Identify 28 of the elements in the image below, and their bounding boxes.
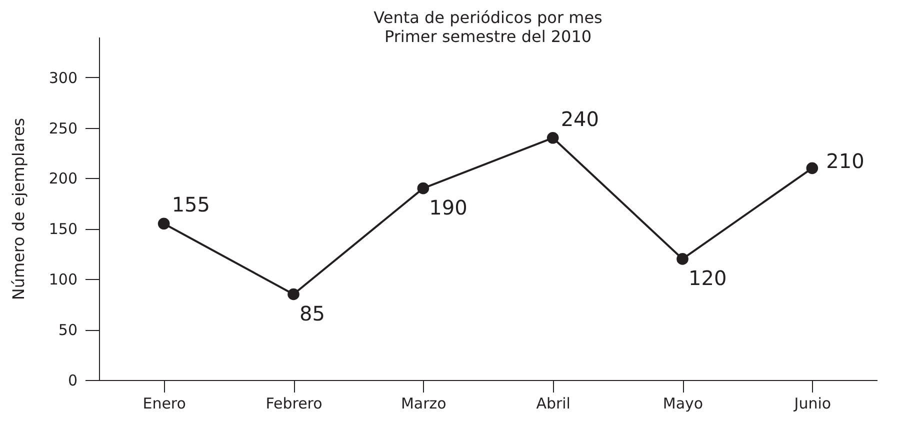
y-tick-label: 100 [48,270,78,289]
y-tick-label: 50 [58,321,78,340]
y-axis-title: Número de ejemplares [8,118,28,300]
x-tick-label: Febrero [266,394,322,412]
x-tick-label: Enero [142,394,186,412]
data-label: 210 [826,149,864,174]
data-label: 155 [172,192,210,217]
point [806,162,818,174]
chart-title: Venta de periódicos por mes [374,8,602,27]
y-tick-label: 250 [48,119,78,138]
x-tick-label: Abril [536,394,570,412]
data-label: 190 [429,195,468,220]
point [417,182,430,194]
data-label: 85 [300,301,325,326]
point [158,218,170,230]
x-tick-label: Junio [793,394,832,412]
data-label: 240 [560,106,600,131]
x-tick-label: Mayo [662,394,704,412]
chart-subtitle: Primer semestre del 2010 [384,27,592,46]
x-tick-label: Marzo [400,394,446,412]
point [288,288,300,300]
y-tick-label: 300 [48,68,78,87]
y-tick-label: 150 [48,220,78,238]
point [676,253,688,265]
y-tick-label: 200 [48,170,78,188]
data-label: 120 [688,266,727,290]
point [546,132,559,144]
y-tick-label: 0 [68,372,78,390]
